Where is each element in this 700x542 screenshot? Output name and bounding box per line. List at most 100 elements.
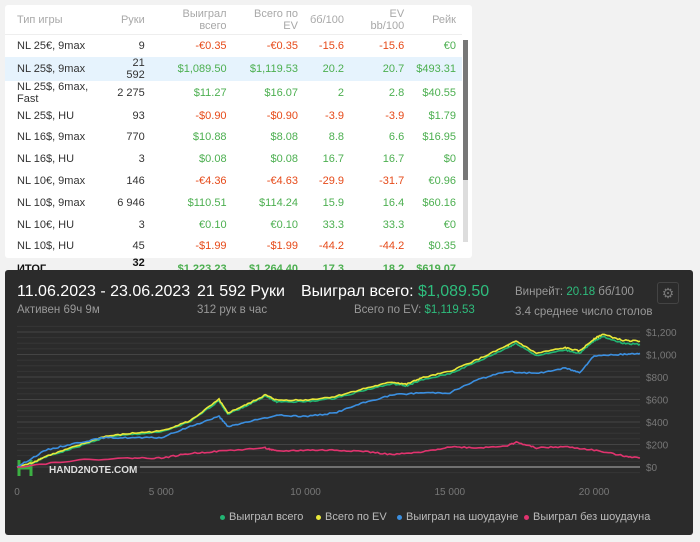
table-cell: $16.07 [264,86,298,99]
table-cell: $1,119.53 [232,56,304,81]
legend-item[interactable]: Выиграл без шоудауна [524,511,650,523]
settings-gear-icon[interactable]: ⚙ [657,282,679,304]
column-header[interactable]: Всего по EV [232,5,304,35]
table-row[interactable]: NL 10€, 9max 146 -€4.36 -€4.63 -29.9 -31.7 €0.… [5,170,462,192]
table-cell: $1,089.50 [150,56,233,81]
table-cell: 16.7 [382,153,405,166]
series-line-1 [16,333,641,468]
table-row[interactable]: NL 16$, HU 3 $0.08 $0.08 16.7 16.7 $0 [5,148,462,170]
table-cell: -3.9 [385,109,405,122]
table-cell: NL 16$, 9max [17,131,86,144]
stats-table: Тип игры Руки Выиграл всего Всего по EV бб/1… [5,5,462,281]
table-cell: €0.96 [428,175,456,188]
table-row[interactable]: NL 25$, 9max 21 592 $1,089.50 $1,119.53 20.2… [5,56,462,81]
table-cell: NL 25$, HU [17,109,75,122]
table-cell: 45 [132,240,145,253]
table-cell: 16.4 [382,196,405,209]
legend-dot-icon [316,514,321,520]
table-cell: $0.08 [199,153,227,166]
table-row[interactable]: NL 25€, 9max 9 -€0.35 -€0.35 -15.6 -15.6 €0 [5,35,462,57]
legend-item[interactable]: Выиграл на шоудауне [397,511,518,523]
ev-value: $1,119.53 [424,304,475,316]
table-cell: $493.31 [410,56,462,81]
table-cell: -15.6 [379,39,405,52]
table-cell: NL 10$, HU [17,240,75,253]
table-cell: $40.55 [422,86,456,99]
winrate-value: 20.18 [566,286,596,298]
y-tick-label: $800 [646,373,669,384]
table-cell: NL 25$, 6max, Fast [17,80,89,105]
table-row[interactable]: NL 16$, 9max 770 $10.88 $8.08 8.8 6.6 $16.95 [5,127,462,149]
column-header[interactable]: Тип игры [5,5,107,35]
legend-item[interactable]: Всего по EV [316,511,387,523]
table-cell: 2.8 [388,86,405,99]
x-tick-label: 0 [14,487,20,498]
table-cell: 16.7 [322,153,344,166]
table-cell: 8.8 [328,131,344,144]
table-cell: -3.9 [325,109,344,122]
table-cell: $0 [443,153,456,166]
column-header[interactable]: EV bb/100 [350,5,411,35]
legend-label: Выиграл без шоудауна [533,511,651,523]
table-cell: NL 10€, HU [17,218,75,231]
graph-panel: 11.06.2023 - 23.06.2023 Активен 69ч 9м 2… [5,270,693,535]
x-tick-label: 5 000 [149,487,174,498]
series-line-2 [16,352,641,468]
table-scrollbar[interactable] [463,40,468,242]
scrollbar-thumb[interactable] [463,40,468,180]
won-value: $1,089.50 [418,283,490,300]
winrate-unit: бб/100 [595,286,634,298]
column-header[interactable]: бб/100 [303,5,350,35]
table-row[interactable]: NL 10$, 9max 6 946 $110.51 $114.24 15.9 16.4 $… [5,192,462,214]
table-cell: 6 946 [117,196,145,209]
table-cell: -15.6 [318,39,344,52]
legend-dot-icon [397,514,402,520]
table-cell: NL 16$, HU [17,153,75,166]
winrate-label: Винрейт: [515,286,567,298]
table-cell: -$0.90 [266,109,298,122]
table-cell: 21 592 [106,56,151,81]
table-cell: €0.10 [270,218,298,231]
ev-total: Всего по EV: $1,119.53 [354,304,475,316]
table-cell: -$1.99 [195,240,227,253]
ev-label: Всего по EV: [354,304,425,316]
series-line-3 [17,440,641,468]
table-cell: -$1.99 [266,240,298,253]
y-tick-label: $1,000 [646,351,677,362]
table-row[interactable]: NL 25$, HU 93 -$0.90 -$0.90 -3.9 -3.9 $1.79 [5,105,462,127]
table-row[interactable]: NL 25$, 6max, Fast 2 275 $11.27 $16.07 2 2.8 $… [5,81,462,105]
table-cell: $110.51 [187,196,227,209]
table-cell: €0.10 [199,218,227,231]
table-cell: 146 [126,175,145,188]
table-header: Тип игры Руки Выиграл всего Всего по EV бб/1… [5,5,462,35]
x-tick-label: 15 000 [435,487,466,498]
avg-tables: 3.4 среднее число столов [515,306,653,318]
bankroll-chart: $0 $200 $400 $600 $800 $1,000 $1,200 0 5 000 10 0… [14,325,677,498]
table-cell: 33.3 [382,218,405,231]
table-cell: $60.16 [422,196,456,209]
column-header[interactable]: Выиграл всего [150,5,233,35]
column-header[interactable]: Руки [106,5,151,35]
column-header[interactable]: Рейк [410,5,462,35]
y-tick-label: $1,200 [646,328,677,339]
table-row[interactable]: NL 10$, HU 45 -$1.99 -$1.99 -44.2 -44.2 $0.35 [5,236,462,258]
table-cell: -€4.36 [195,175,227,188]
y-tick-label: $200 [646,441,669,452]
x-tick-label: 20 000 [579,487,610,498]
table-cell: 3 [138,153,145,166]
table-cell: -€0.35 [195,39,227,52]
table-cell: 2 275 [117,86,145,99]
legend-label: Всего по EV [325,511,387,523]
table-cell: -44.2 [318,240,344,253]
legend-label: Выиграл на шоудауне [406,511,519,523]
y-tick-label: $600 [646,396,669,407]
hands-per-hour: 312 рук в час [197,304,268,316]
legend-item[interactable]: Выиграл всего [220,511,303,523]
legend-label: Выиграл всего [229,511,304,523]
logo-bg [15,456,140,478]
table-cell: $0.35 [428,240,456,253]
table-row[interactable]: NL 10€, HU 3 €0.10 €0.10 33.3 33.3 €0 [5,214,462,236]
x-tick-label: 10 000 [290,487,321,498]
table-cell: €0 [443,218,456,231]
table-cell: 33.3 [322,218,344,231]
